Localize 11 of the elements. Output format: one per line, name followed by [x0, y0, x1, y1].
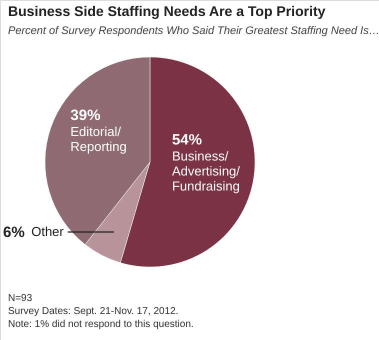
slice-label: Other [31, 224, 64, 239]
slice-label: Business/ Advertising/ Fundraising [172, 148, 240, 194]
text: N=93 [8, 293, 33, 304]
data-label: 39% [70, 106, 100, 124]
data-label: 6% [3, 224, 25, 241]
data-label: 54% [172, 131, 202, 148]
chart-subtitle: Percent of Survey Respondents Who Said Their Greatest Staffing Need Is… [8, 25, 379, 37]
slice-label: Editorial/ Reporting [70, 124, 127, 154]
text: Survey Dates: Sept. 21-Nov. 17, 2012. [8, 306, 178, 317]
chart-title: Business Side Staffing Needs Are a Top Priority [8, 3, 326, 19]
text: Note: 1% did not respond to this question. [8, 319, 194, 330]
